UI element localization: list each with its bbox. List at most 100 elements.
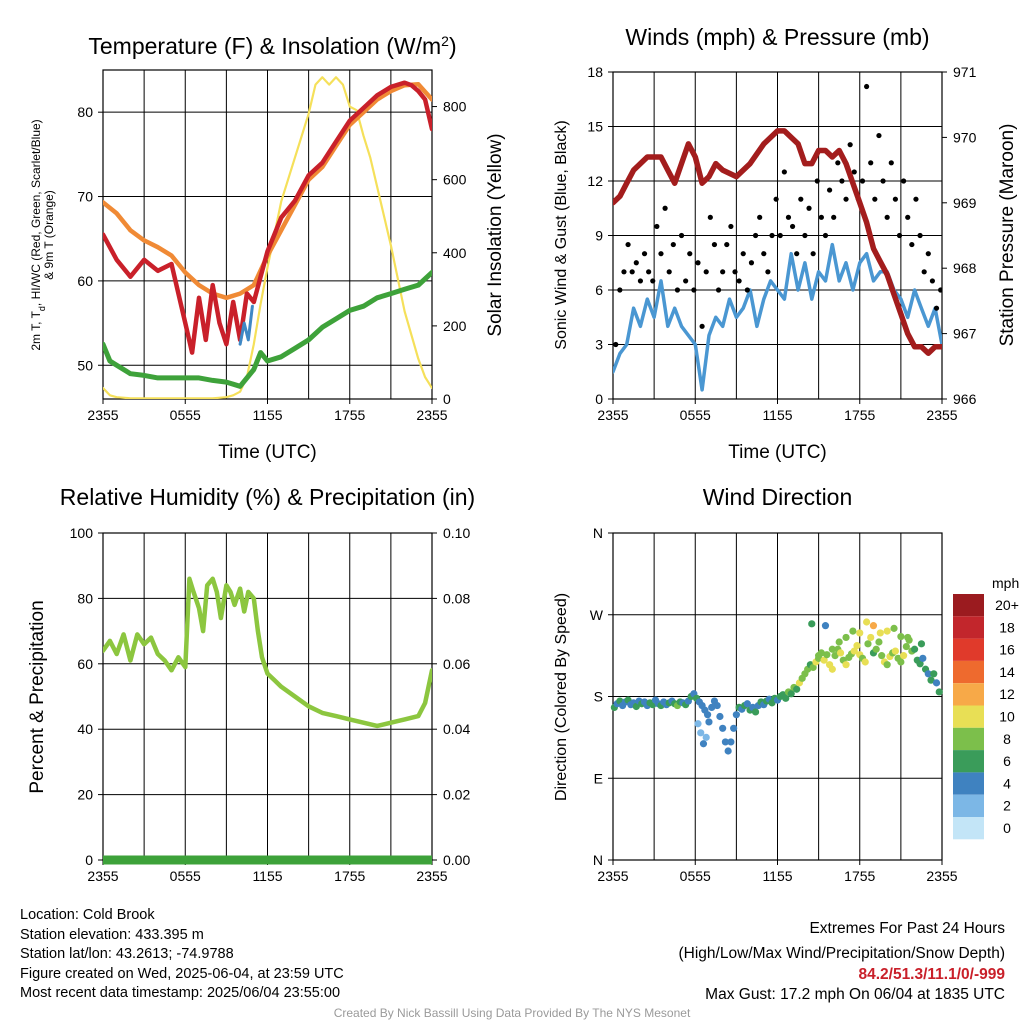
- gust-point: [720, 269, 726, 275]
- x-tick-label: 2355: [87, 407, 118, 423]
- x-tick-label: 0555: [170, 868, 201, 884]
- extremes-values: 84.2/51.3/11.1/0/-999: [858, 966, 1005, 983]
- direction-point: [891, 647, 899, 655]
- y-tick-label: 0: [85, 852, 93, 868]
- gust-point: [847, 142, 853, 148]
- gust-point: [691, 287, 697, 293]
- title-superscript: 2: [441, 33, 449, 49]
- gust-point: [646, 269, 652, 275]
- y-label-line1: 2m T, T: [29, 310, 43, 350]
- colorbar-label: 16: [999, 642, 1015, 658]
- gust-point: [938, 287, 942, 293]
- gust-point: [744, 287, 750, 293]
- x-tick-label: 1155: [762, 868, 792, 884]
- humidity-series: [103, 576, 432, 865]
- direction-point: [883, 627, 891, 635]
- direction-point: [820, 656, 828, 664]
- gust-point: [851, 169, 857, 175]
- y2-tick-label: 0.02: [443, 787, 470, 803]
- direction-point: [850, 647, 858, 655]
- y-tick-label: 6: [595, 282, 603, 298]
- y-tick-label: S: [594, 689, 603, 705]
- gust-point: [839, 178, 845, 184]
- y2-tick-label: 800: [443, 99, 467, 115]
- direction-point: [743, 700, 751, 708]
- y-axis-label: Sonic Wind & Gust (Blue, Black): [553, 120, 570, 349]
- gust-point: [929, 278, 936, 284]
- x-tick-label: 0555: [170, 407, 201, 423]
- temp-2m-line: [103, 80, 432, 355]
- gust-point: [798, 196, 804, 202]
- x-tick-label: 2355: [926, 407, 957, 423]
- x-tick-label: 0555: [680, 407, 711, 423]
- gust-point: [769, 232, 775, 239]
- y-tick-label: 80: [77, 590, 93, 606]
- y-axis-label: Percent & Precipitation: [27, 600, 48, 793]
- y-tick-label: 12: [587, 173, 603, 189]
- y-axis-label: 2m T, Td, HI/WC (Red, Green, Scarlet/Blu…: [29, 119, 56, 350]
- gust-point: [884, 214, 890, 220]
- gust-point: [831, 214, 837, 220]
- y2-tick-label: 0.10: [443, 525, 470, 541]
- x-tick-label: 2355: [597, 868, 628, 884]
- y-tick-label: 20: [77, 787, 93, 803]
- gust-point: [872, 196, 878, 202]
- gust-point: [637, 278, 644, 284]
- direction-point: [932, 679, 941, 687]
- x-tick-label: 1155: [252, 407, 282, 423]
- gust-point: [781, 169, 787, 175]
- direction-point: [793, 685, 801, 693]
- direction-point: [703, 711, 712, 719]
- x-tick-label: 2355: [597, 407, 628, 423]
- gust-point: [687, 251, 693, 257]
- gust-point: [789, 223, 796, 230]
- colorbar-label: 4: [1003, 775, 1011, 791]
- direction-point: [924, 670, 932, 678]
- direction-point: [724, 747, 732, 755]
- direction-point: [823, 651, 831, 659]
- direction-point: [919, 654, 927, 662]
- wind-series: [613, 83, 942, 392]
- direction-point: [867, 633, 875, 642]
- y2-tick-label: 969: [953, 195, 977, 211]
- y2-tick-label: 0.08: [443, 590, 470, 606]
- gust-point: [617, 287, 623, 293]
- colorbar-label: 14: [999, 664, 1015, 680]
- gust-point: [629, 269, 635, 275]
- panel-3: 2355 0555 1155 1755 23550204060801000.000.02…: [70, 525, 471, 884]
- gust-point: [835, 160, 841, 166]
- direction-point: [732, 711, 740, 719]
- gust-point: [859, 178, 866, 184]
- title-close: ): [449, 33, 457, 59]
- direction-point: [883, 661, 891, 669]
- direction-point: [897, 632, 905, 641]
- gust-point: [707, 214, 713, 220]
- y2-tick-label: 600: [443, 172, 467, 188]
- y-label-line1b: , HI/WC (Red, Green, Scarlet/Blue): [29, 119, 43, 306]
- x-tick-label: 1155: [252, 868, 282, 884]
- direction-point: [916, 660, 924, 668]
- gust-point: [748, 260, 755, 266]
- latlon-text: Station lat/lon: 43.2613; -74.9788: [20, 946, 234, 962]
- direction-point: [853, 642, 861, 650]
- gust-point: [757, 214, 763, 220]
- direction-point: [910, 645, 919, 653]
- gust-point: [913, 196, 919, 202]
- x-tick-label: 1755: [334, 868, 365, 884]
- gust-point: [670, 241, 676, 248]
- direction-point: [787, 690, 795, 698]
- location-text: Location: Cold Brook: [20, 907, 155, 923]
- gust-point: [654, 223, 660, 230]
- y-tick-label: 18: [587, 64, 603, 80]
- extremes-panel: Extremes For Past 24 Hours (High/Low/Max…: [679, 916, 1006, 1006]
- y2-tick-label: 971: [953, 64, 977, 80]
- y2-tick-label: 0.00: [443, 852, 470, 868]
- gust-point: [641, 251, 648, 257]
- direction-point: [809, 663, 817, 672]
- x-tick-label: 2355: [87, 868, 118, 884]
- colorbar-swatch: [953, 616, 984, 639]
- gust-point: [736, 278, 742, 284]
- gust-point: [728, 223, 734, 230]
- chart-title: Winds (mph) & Pressure (mb): [625, 24, 929, 50]
